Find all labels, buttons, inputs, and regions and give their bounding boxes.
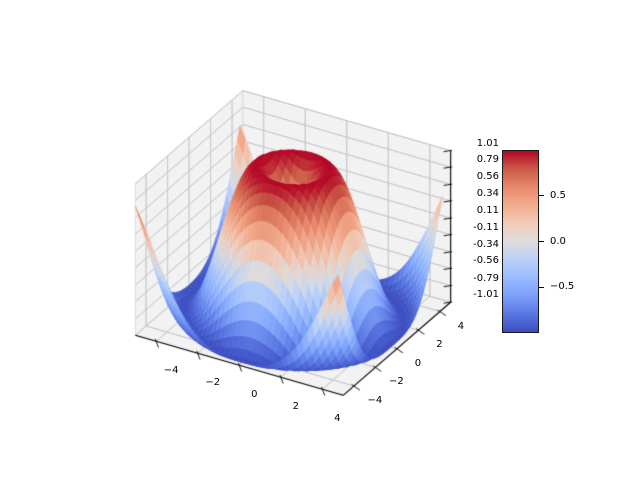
z-tick-label: -1.01 <box>473 289 499 301</box>
z-tick-label: 0.56 <box>476 171 499 183</box>
colorbar-tick <box>539 195 544 197</box>
z-tick-label: 1.01 <box>476 137 499 149</box>
z-tick-label: -0.56 <box>473 255 499 267</box>
colorbar-tick <box>539 286 544 288</box>
y-tick-label: −4 <box>367 395 383 407</box>
x-tick-label: −2 <box>205 377 221 389</box>
x-tick-label: 4 <box>334 413 341 425</box>
x-tick-label: 0 <box>251 389 258 401</box>
y-tick-label: −2 <box>389 376 404 388</box>
z-tick-label: 0.34 <box>476 187 499 199</box>
z-tick-label: 0.11 <box>476 205 499 217</box>
colorbar-tick-label: 0.5 <box>550 189 566 201</box>
x-tick-label: 2 <box>292 401 299 413</box>
colorbar-tick-label: 0.0 <box>550 235 566 247</box>
colorbar-gradient <box>502 150 539 333</box>
colorbar-tick-label: −0.5 <box>550 281 575 293</box>
z-tick-label: -0.79 <box>473 272 499 284</box>
y-tick-label: 0 <box>414 357 422 369</box>
z-tick-label: -0.34 <box>473 238 499 250</box>
y-tick-label: 2 <box>436 339 443 351</box>
z-tick-label: 0.79 <box>476 154 499 166</box>
y-tick-label: 4 <box>457 320 465 332</box>
colorbar-tick <box>539 241 544 242</box>
z-tick-label: -0.11 <box>473 221 499 233</box>
x-tick-label: −4 <box>163 365 179 377</box>
colorbar: 0.5 0.0 −0.5 <box>502 150 574 333</box>
